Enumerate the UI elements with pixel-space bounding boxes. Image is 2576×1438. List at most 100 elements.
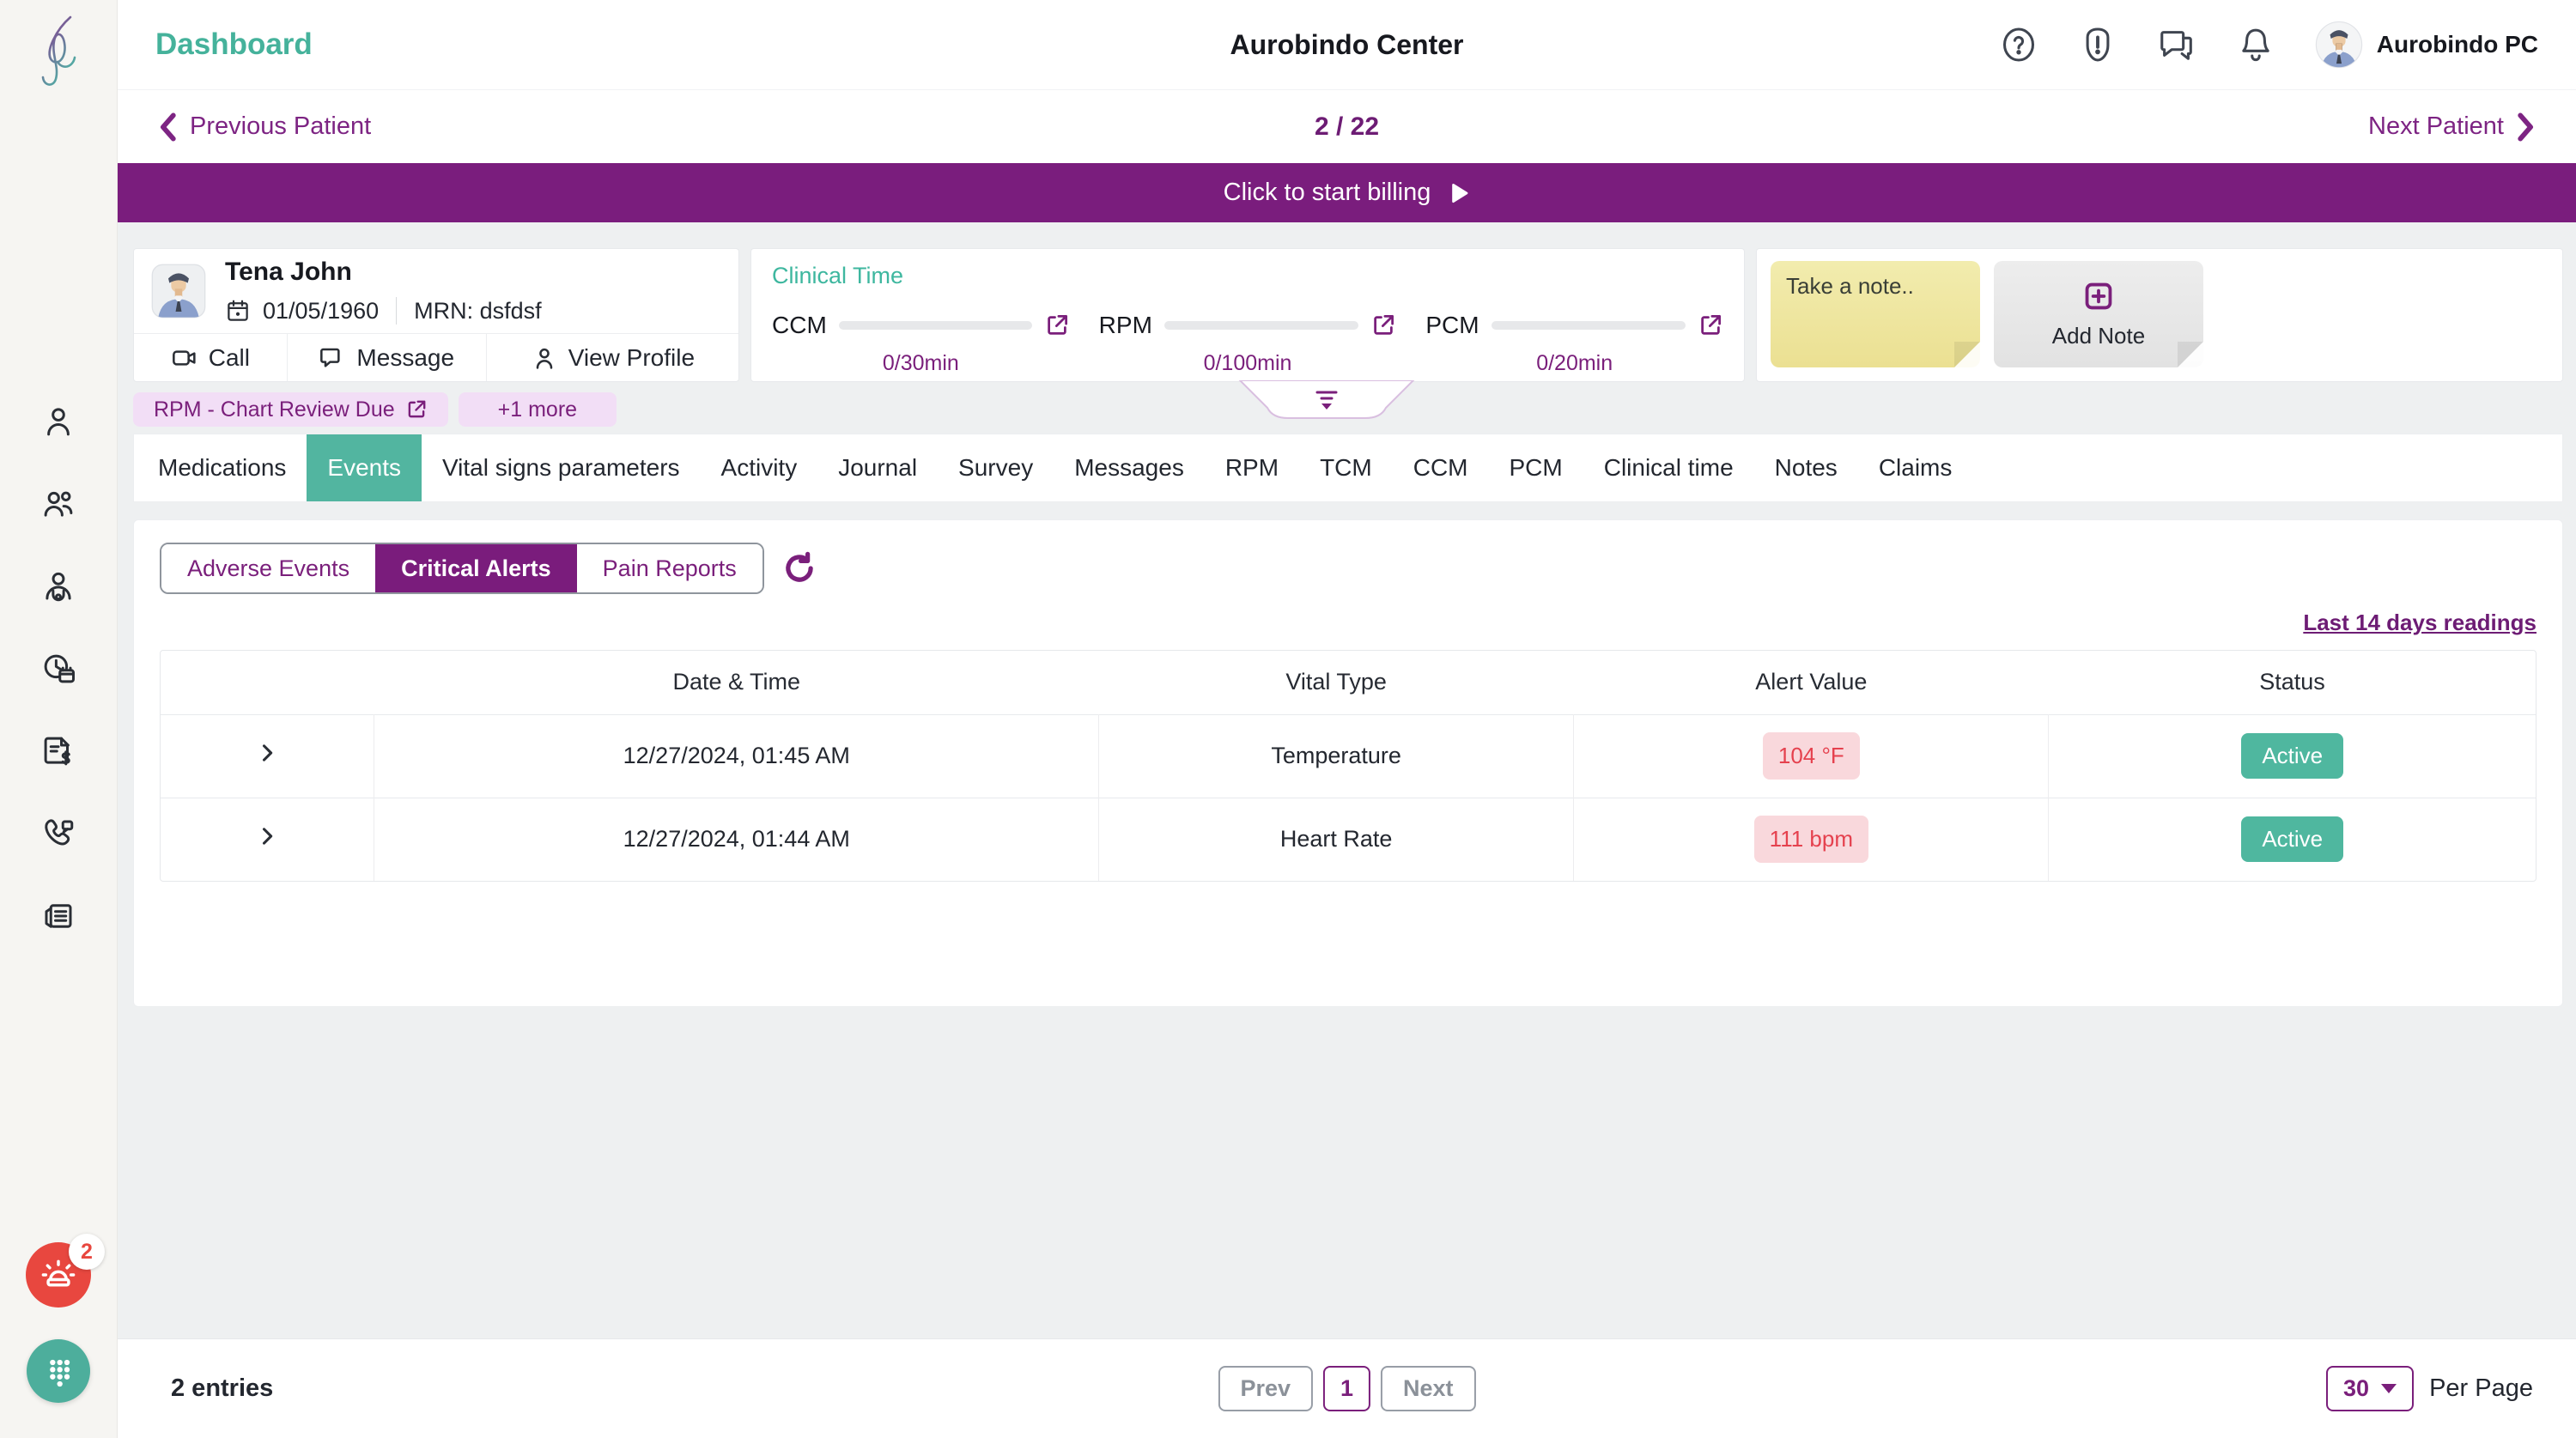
alert-value-badge: 104 °F xyxy=(1762,732,1860,780)
user-menu[interactable]: Aurobindo PC xyxy=(2315,21,2538,69)
more-badges-label: +1 more xyxy=(497,397,578,422)
patient-icon[interactable] xyxy=(40,403,76,440)
expand-column-header xyxy=(161,651,374,714)
start-billing-banner[interactable]: Click to start billing xyxy=(118,163,2576,222)
video-call-icon xyxy=(172,349,196,366)
tab-events[interactable]: Events xyxy=(307,434,422,501)
readings-row: Last 14 days readings xyxy=(160,610,2537,636)
note-placeholder: Take a note.. xyxy=(1786,273,1914,299)
subtab-row: Adverse Events Critical Alerts Pain Repo… xyxy=(160,543,2537,594)
chat-icon[interactable] xyxy=(2157,25,2196,64)
reports-icon[interactable] xyxy=(40,898,76,934)
tab-vital-signs-parameters[interactable]: Vital signs parameters xyxy=(442,454,680,481)
meter-label: PCM xyxy=(1425,312,1479,338)
patient-tabs: Medications Events Vital signs parameter… xyxy=(133,434,2563,502)
divider xyxy=(396,297,398,325)
expand-row-icon[interactable] xyxy=(255,741,279,765)
meter-label: RPM xyxy=(1098,312,1152,338)
open-timer-icon[interactable] xyxy=(1370,312,1396,338)
collapse-icon xyxy=(1315,391,1338,410)
next-patient-button[interactable]: Next Patient xyxy=(2368,112,2537,142)
refresh-icon[interactable] xyxy=(781,550,817,586)
subtab-pain-reports[interactable]: Pain Reports xyxy=(576,544,762,592)
tab-activity[interactable]: Activity xyxy=(720,454,798,481)
col-alert-value: Alert Value xyxy=(1755,669,1868,695)
table-footer: 2 entries Prev 1 Next 30 Per Page xyxy=(118,1338,2576,1438)
emergency-alerts-button[interactable]: 2 xyxy=(26,1234,105,1308)
clinical-time-meters: CCM 0/30min RPM xyxy=(772,312,1723,376)
schedule-icon[interactable] xyxy=(40,651,76,687)
notification-badge: 2 xyxy=(69,1234,105,1270)
tab-medications[interactable]: Medications xyxy=(158,454,287,481)
meter-ccm: CCM 0/30min xyxy=(772,312,1070,376)
message-button[interactable]: Message xyxy=(286,334,486,381)
add-note-button[interactable]: Add Note xyxy=(1994,261,2203,367)
cell-datetime: 12/27/2024, 01:44 AM xyxy=(374,798,1099,881)
tab-claims[interactable]: Claims xyxy=(1878,454,1953,481)
patient-meta: 01/05/1960 MRN: dsfdsf xyxy=(225,297,542,325)
call-label: Call xyxy=(208,343,250,371)
table-row: 12/27/2024, 01:44 AM Heart Rate 111 bpm … xyxy=(161,798,2536,881)
expand-row-icon[interactable] xyxy=(255,824,279,848)
center-title: Aurobindo Center xyxy=(1230,28,1464,60)
note-input[interactable]: Take a note.. xyxy=(1771,261,1980,367)
col-status: Status xyxy=(2259,669,2325,695)
open-external-icon xyxy=(405,398,428,421)
per-page-select[interactable]: 30 xyxy=(2326,1366,2415,1411)
patient-actions: Call Message View Profile xyxy=(134,333,738,381)
tab-notes[interactable]: Notes xyxy=(1774,454,1838,481)
siren-icon xyxy=(41,1259,76,1287)
tab-ccm[interactable]: CCM xyxy=(1413,454,1468,481)
call-button[interactable]: Call xyxy=(134,334,287,381)
chart-review-label: RPM - Chart Review Due xyxy=(154,397,395,422)
chart-review-badge[interactable]: RPM - Chart Review Due xyxy=(133,392,448,427)
chevron-right-icon xyxy=(2518,112,2533,141)
tab-journal[interactable]: Journal xyxy=(838,454,918,481)
previous-patient-label: Previous Patient xyxy=(190,112,372,140)
per-page-label: Per Page xyxy=(2429,1374,2533,1402)
bell-icon[interactable] xyxy=(2236,25,2275,64)
cell-vital-type: Temperature xyxy=(1098,714,1574,798)
view-profile-button[interactable]: View Profile xyxy=(485,334,738,381)
app-logo-icon[interactable] xyxy=(21,10,95,96)
user-avatar xyxy=(2315,21,2362,69)
subtab-adverse-events[interactable]: Adverse Events xyxy=(161,544,376,592)
alert-value-badge: 111 bpm xyxy=(1753,816,1868,864)
billing-icon[interactable] xyxy=(40,733,76,769)
view-profile-label: View Profile xyxy=(568,343,696,371)
last-14-days-readings-link[interactable]: Last 14 days readings xyxy=(2303,610,2537,635)
status-badge: Active xyxy=(2241,733,2344,779)
care-team-icon[interactable] xyxy=(40,486,76,522)
expand-panel-button[interactable] xyxy=(1238,380,1415,420)
dialpad-button[interactable] xyxy=(27,1339,90,1403)
tab-pcm[interactable]: PCM xyxy=(1509,454,1563,481)
more-badges-button[interactable]: +1 more xyxy=(458,392,617,427)
table-row: 12/27/2024, 01:45 AM Temperature 104 °F … xyxy=(161,714,2536,798)
open-timer-icon[interactable] xyxy=(1698,312,1723,338)
patient-text: Tena John 01/05/1960 MRN: dsfdsf xyxy=(225,258,542,325)
provider-icon[interactable] xyxy=(40,568,76,604)
patient-mrn: MRN: dsfdsf xyxy=(414,297,542,324)
calls-icon[interactable] xyxy=(40,816,76,852)
help-icon[interactable] xyxy=(1999,25,2038,64)
tab-clinical-time[interactable]: Clinical time xyxy=(1603,454,1734,481)
progress-bar xyxy=(1491,321,1686,330)
tab-messages[interactable]: Messages xyxy=(1074,454,1184,481)
page-number-button[interactable]: 1 xyxy=(1323,1366,1371,1411)
next-page-button[interactable]: Next xyxy=(1381,1366,1476,1411)
patient-dob: 01/05/1960 xyxy=(263,297,380,324)
open-timer-icon[interactable] xyxy=(1044,312,1070,338)
meter-pcm: PCM 0/20min xyxy=(1425,312,1723,376)
play-icon xyxy=(1452,183,1468,203)
patient-badges: RPM - Chart Review Due +1 more xyxy=(133,392,2563,427)
plus-icon xyxy=(2082,280,2115,312)
tab-tcm[interactable]: TCM xyxy=(1320,454,1372,481)
prev-page-button[interactable]: Prev xyxy=(1218,1366,1313,1411)
alert-icon[interactable] xyxy=(2078,25,2117,64)
tab-rpm[interactable]: RPM xyxy=(1224,454,1279,481)
start-billing-label: Click to start billing xyxy=(1223,179,1431,206)
previous-patient-button[interactable]: Previous Patient xyxy=(157,112,371,142)
subtab-critical-alerts[interactable]: Critical Alerts xyxy=(375,544,577,592)
tab-survey[interactable]: Survey xyxy=(958,454,1034,481)
